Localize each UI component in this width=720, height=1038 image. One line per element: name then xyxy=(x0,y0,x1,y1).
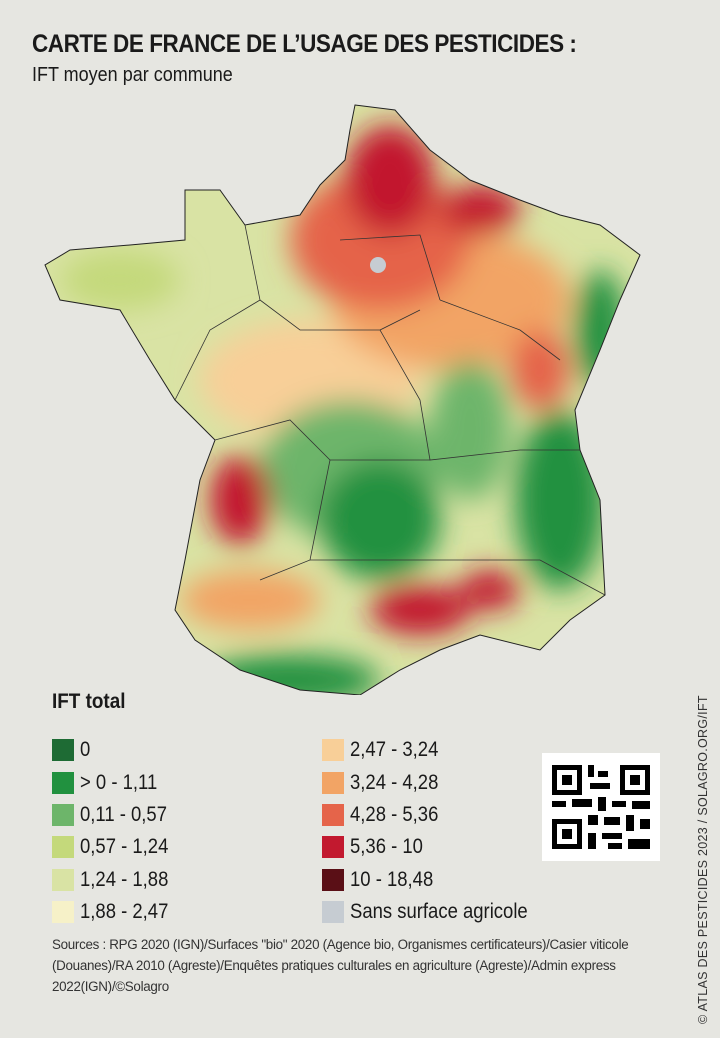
legend-item: 2,47 - 3,24 xyxy=(322,734,552,766)
legend-column-green: 0 > 0 - 1,11 0,11 - 0,57 0,57 - 1,24 1,2… xyxy=(52,734,180,928)
legend-title: IFT total xyxy=(52,690,126,713)
legend-item: 4,28 - 5,36 xyxy=(322,799,552,831)
legend-item: > 0 - 1,11 xyxy=(52,766,180,798)
qr-code[interactable] xyxy=(542,753,660,861)
map-fill xyxy=(45,105,640,695)
copyright-credit: © ATLAS DES PESTICIDES 2023 / SOLAGRO.OR… xyxy=(696,695,710,1024)
legend-column-red: 2,47 - 3,24 3,24 - 4,28 4,28 - 5,36 5,36… xyxy=(322,734,552,928)
legend-item: 5,36 - 10 xyxy=(322,831,552,863)
france-pesticide-map xyxy=(44,104,641,695)
legend-item: 0,57 - 1,24 xyxy=(52,831,180,863)
legend-swatch xyxy=(322,901,344,924)
legend-swatch xyxy=(322,739,344,762)
legend-item: 3,24 - 4,28 xyxy=(322,766,552,798)
region-borders xyxy=(174,224,606,596)
legend-swatch xyxy=(52,868,74,891)
legend-item: Sans surface agricole xyxy=(322,896,552,928)
legend-swatch xyxy=(52,771,74,794)
legend-swatch xyxy=(52,901,74,924)
sources-text: Sources : RPG 2020 (IGN)/Surfaces "bio" … xyxy=(52,937,629,994)
legend-item: 10 - 18,48 xyxy=(322,864,552,896)
legend-item: 0,11 - 0,57 xyxy=(52,799,180,831)
map-subtitle: IFT moyen par commune xyxy=(32,64,233,86)
legend-swatch xyxy=(52,803,74,826)
legend-item: 0 xyxy=(52,734,180,766)
map-title: CARTE DE FRANCE DE L’USAGE DES PESTICIDE… xyxy=(32,30,577,58)
legend-swatch xyxy=(322,803,344,826)
legend-swatch xyxy=(52,836,74,859)
legend-swatch xyxy=(52,739,74,762)
legend-swatch xyxy=(322,771,344,794)
legend-swatch xyxy=(322,836,344,859)
legend-item: 1,88 - 2,47 xyxy=(52,896,180,928)
legend-swatch xyxy=(322,868,344,891)
legend-item: 1,24 - 1,88 xyxy=(52,864,180,896)
